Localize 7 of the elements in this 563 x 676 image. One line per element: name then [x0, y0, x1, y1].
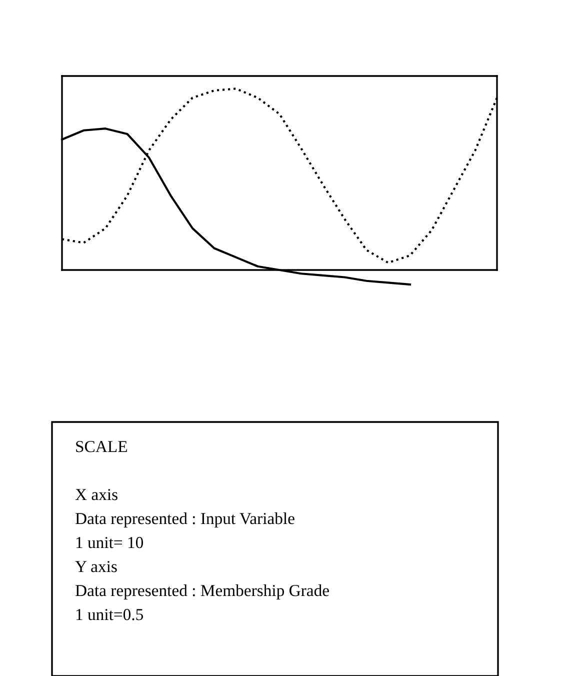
text: Data represented : Membership Grade [75, 584, 329, 600]
text: SCALE [76, 440, 127, 452]
text: 1 unit= 10 [76, 536, 144, 548]
text: Y axis [75, 560, 117, 572]
text: 1 unit=0.5 [76, 608, 144, 620]
text: X axis [75, 488, 118, 500]
text: Data represented : Input Variable [75, 512, 294, 528]
